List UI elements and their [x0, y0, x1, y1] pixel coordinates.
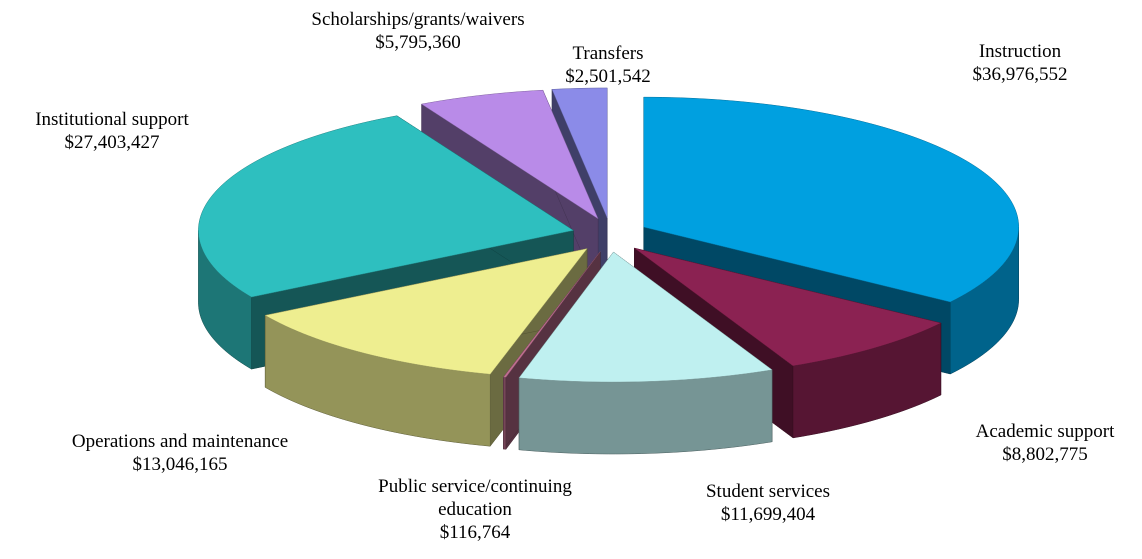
data-label: Student services $11,699,404	[706, 480, 830, 526]
category-label: Institutional support	[35, 109, 189, 130]
slice	[264, 248, 588, 375]
slice	[518, 251, 773, 383]
category-label: Scholarships/grants/waivers	[311, 9, 525, 30]
data-label: Institutional support $27,403,427	[35, 108, 189, 154]
category-label: Student services	[705, 481, 831, 502]
slice	[502, 251, 601, 378]
category-label: Instruction	[978, 41, 1062, 62]
value-label: $27,403,427	[64, 132, 160, 153]
data-label: Academic support $8,802,775	[976, 420, 1115, 466]
data-label: Instruction $36,976,552	[973, 40, 1068, 86]
value-label: $8,802,775	[1002, 444, 1088, 465]
value-label: $5,795,360	[375, 32, 461, 53]
value-label: $36,976,552	[972, 64, 1068, 85]
slice-wall	[503, 376, 507, 450]
slice-wall	[518, 369, 773, 455]
slice	[643, 96, 1019, 303]
slice	[420, 89, 599, 220]
value-label: $13,046,165	[132, 454, 228, 475]
category-label: Operations and maintenance	[71, 431, 289, 452]
data-label: Scholarships/grants/waivers $5,795,360	[311, 8, 524, 54]
data-label: Public service/continuing education $116,…	[345, 475, 605, 544]
slice	[551, 87, 608, 219]
category-label: Public service/continuing education	[378, 476, 572, 520]
value-label: $2,501,542	[565, 66, 651, 87]
value-label: $11,699,404	[720, 504, 816, 525]
value-label: $116,764	[439, 522, 511, 543]
category-label: Academic support	[975, 421, 1115, 442]
category-label: Transfers	[572, 43, 644, 64]
slice	[198, 115, 575, 298]
data-label: Transfers $2,501,542	[565, 42, 651, 88]
data-label: Operations and maintenance $13,046,165	[72, 430, 288, 476]
slice	[634, 247, 942, 367]
